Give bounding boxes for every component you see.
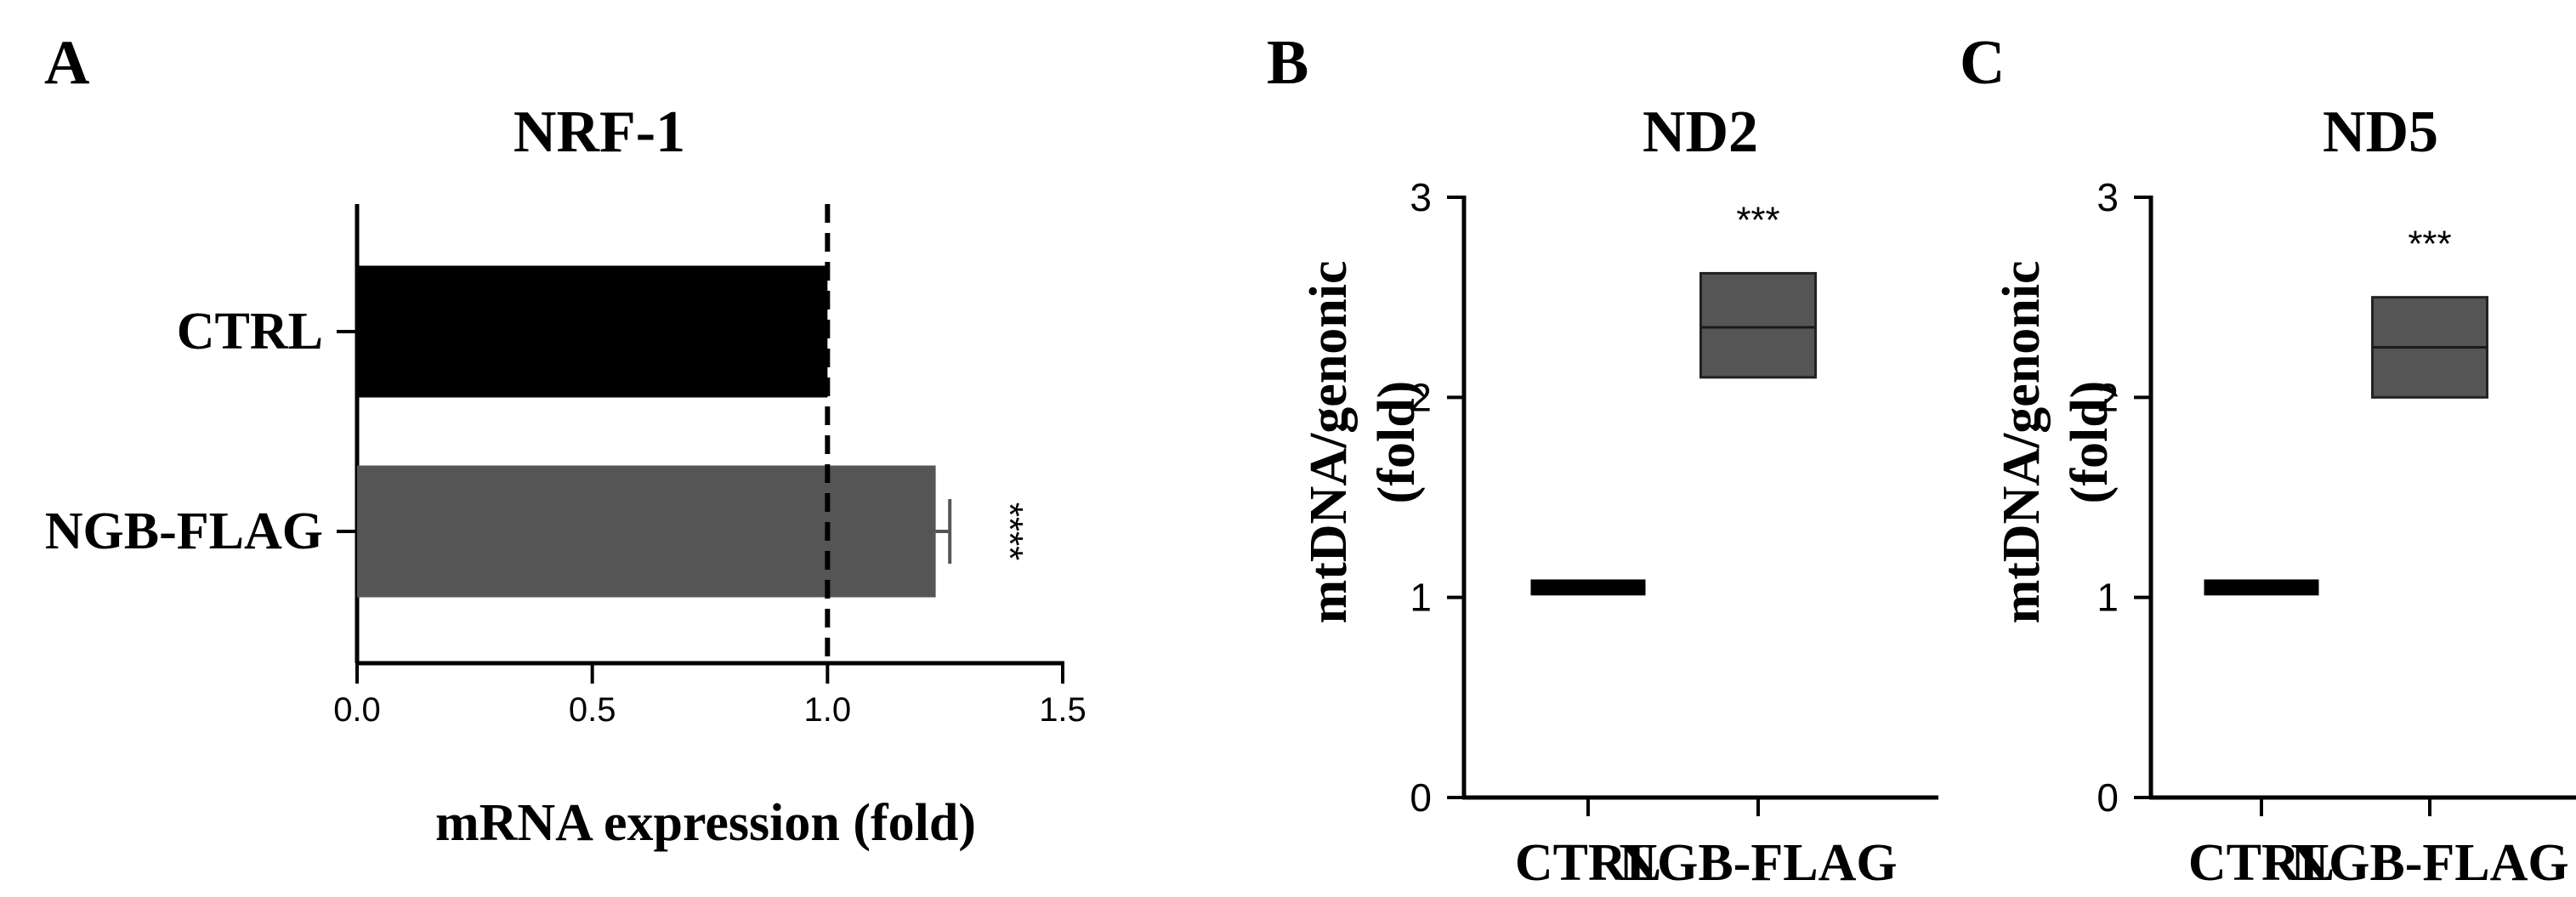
panel-b-category-label: NGB-FLAG [1619, 834, 1897, 892]
panel-c-y-label-line-1: mtDNA/genonic [1993, 260, 2051, 623]
panel-b-letter: B [1267, 28, 1308, 98]
panel-a-x-tick-label: 0.5 [569, 691, 616, 729]
panel-c-annotations: *** [2408, 224, 2451, 265]
panel-b-y-tick-label: 3 [1410, 175, 1432, 219]
panel-c-axes [2148, 196, 2576, 800]
panel-c-box-ctrl [2204, 579, 2319, 596]
panel-b-y-tick-label: 2 [1410, 375, 1432, 419]
panel-a-category-label: NGB-FLAG [45, 502, 323, 560]
panel-c-y-ticks: 0 1 2 3 [2097, 175, 2151, 820]
panel-a-x-tick-label: 0.0 [333, 691, 381, 729]
panel-b-y-label-line-1: mtDNA/genonic [1300, 260, 1358, 623]
panel-a-x-tick-label: 1.5 [1039, 691, 1087, 729]
panel-b-box-ctrl [1530, 579, 1646, 596]
panel-c-y-tick-label: 1 [2097, 576, 2119, 620]
panel-c-category-label: CTRL [2188, 834, 2335, 892]
panel-a-significance-label: **** [989, 502, 1030, 561]
panel-a-category-label: CTRL [177, 303, 323, 361]
panel-a-bar-ngb-flag [357, 465, 936, 598]
panel-b-y-tick-label: 1 [1410, 576, 1432, 620]
panel-b-y-tick-label: 0 [1410, 775, 1432, 820]
panel-a-annotations: **** [989, 502, 1030, 561]
panel-a-category-labels: CTRL NGB-FLAG [45, 303, 357, 560]
panel-c-y-tick-label: 0 [2097, 775, 2119, 820]
panel-c-boxes [2204, 296, 2488, 596]
panel-b-boxes [1530, 271, 1817, 596]
panel-a-x-tick-label: 1.0 [804, 691, 852, 729]
panel-b-y-label-line-2: (fold) [1368, 381, 1426, 504]
panel-c-y-tick-label: 3 [2097, 175, 2119, 219]
panel-b-category-label: CTRL [1515, 834, 1661, 892]
panel-c: C ND5 mtDNA/genonic (fold) 0 1 2 3 CTRLNGB-… [1960, 28, 2576, 892]
panel-a-x-ticks: 0.0 0.5 1.0 1.5 [333, 663, 1087, 729]
panel-c-y-axis-label: mtDNA/genonic (fold) [1993, 260, 2119, 623]
panel-b-box-ngb-flag [1699, 271, 1817, 379]
panel-c-category-label: NGB-FLAG [2290, 834, 2568, 892]
panel-c-y-label-line-2: (fold) [2061, 381, 2119, 504]
panel-b: B ND2 mtDNA/genonic (fold) 0 1 2 3 CTRLNGB-… [1267, 28, 1938, 892]
panel-c-title: ND5 [2323, 99, 2438, 165]
panel-b-axes [1461, 196, 1938, 800]
panel-a-letter: A [44, 28, 89, 98]
panel-c-letter: C [1960, 28, 2005, 98]
panel-a-bar-ctrl [357, 265, 828, 398]
panel-b-y-axis-label: mtDNA/genonic (fold) [1300, 260, 1426, 623]
panel-b-title: ND2 [1643, 99, 1758, 165]
panel-c-y-tick-label: 2 [2097, 375, 2119, 419]
panel-c-significance-label: *** [2408, 224, 2451, 265]
panel-a-bars [357, 204, 952, 663]
panel-b-annotations: *** [1736, 199, 1779, 241]
panel-b-y-ticks: 0 1 2 3 [1410, 175, 1464, 820]
panel-a-x-axis-label: mRNA expression (fold) [435, 794, 976, 852]
panel-a: A NRF-1 0.0 0.5 1.0 1.5 CTRL NGB-FLAG mRNA e… [44, 28, 1087, 852]
panel-b-significance-label: *** [1736, 199, 1779, 241]
panel-a-title: NRF-1 [513, 99, 685, 165]
